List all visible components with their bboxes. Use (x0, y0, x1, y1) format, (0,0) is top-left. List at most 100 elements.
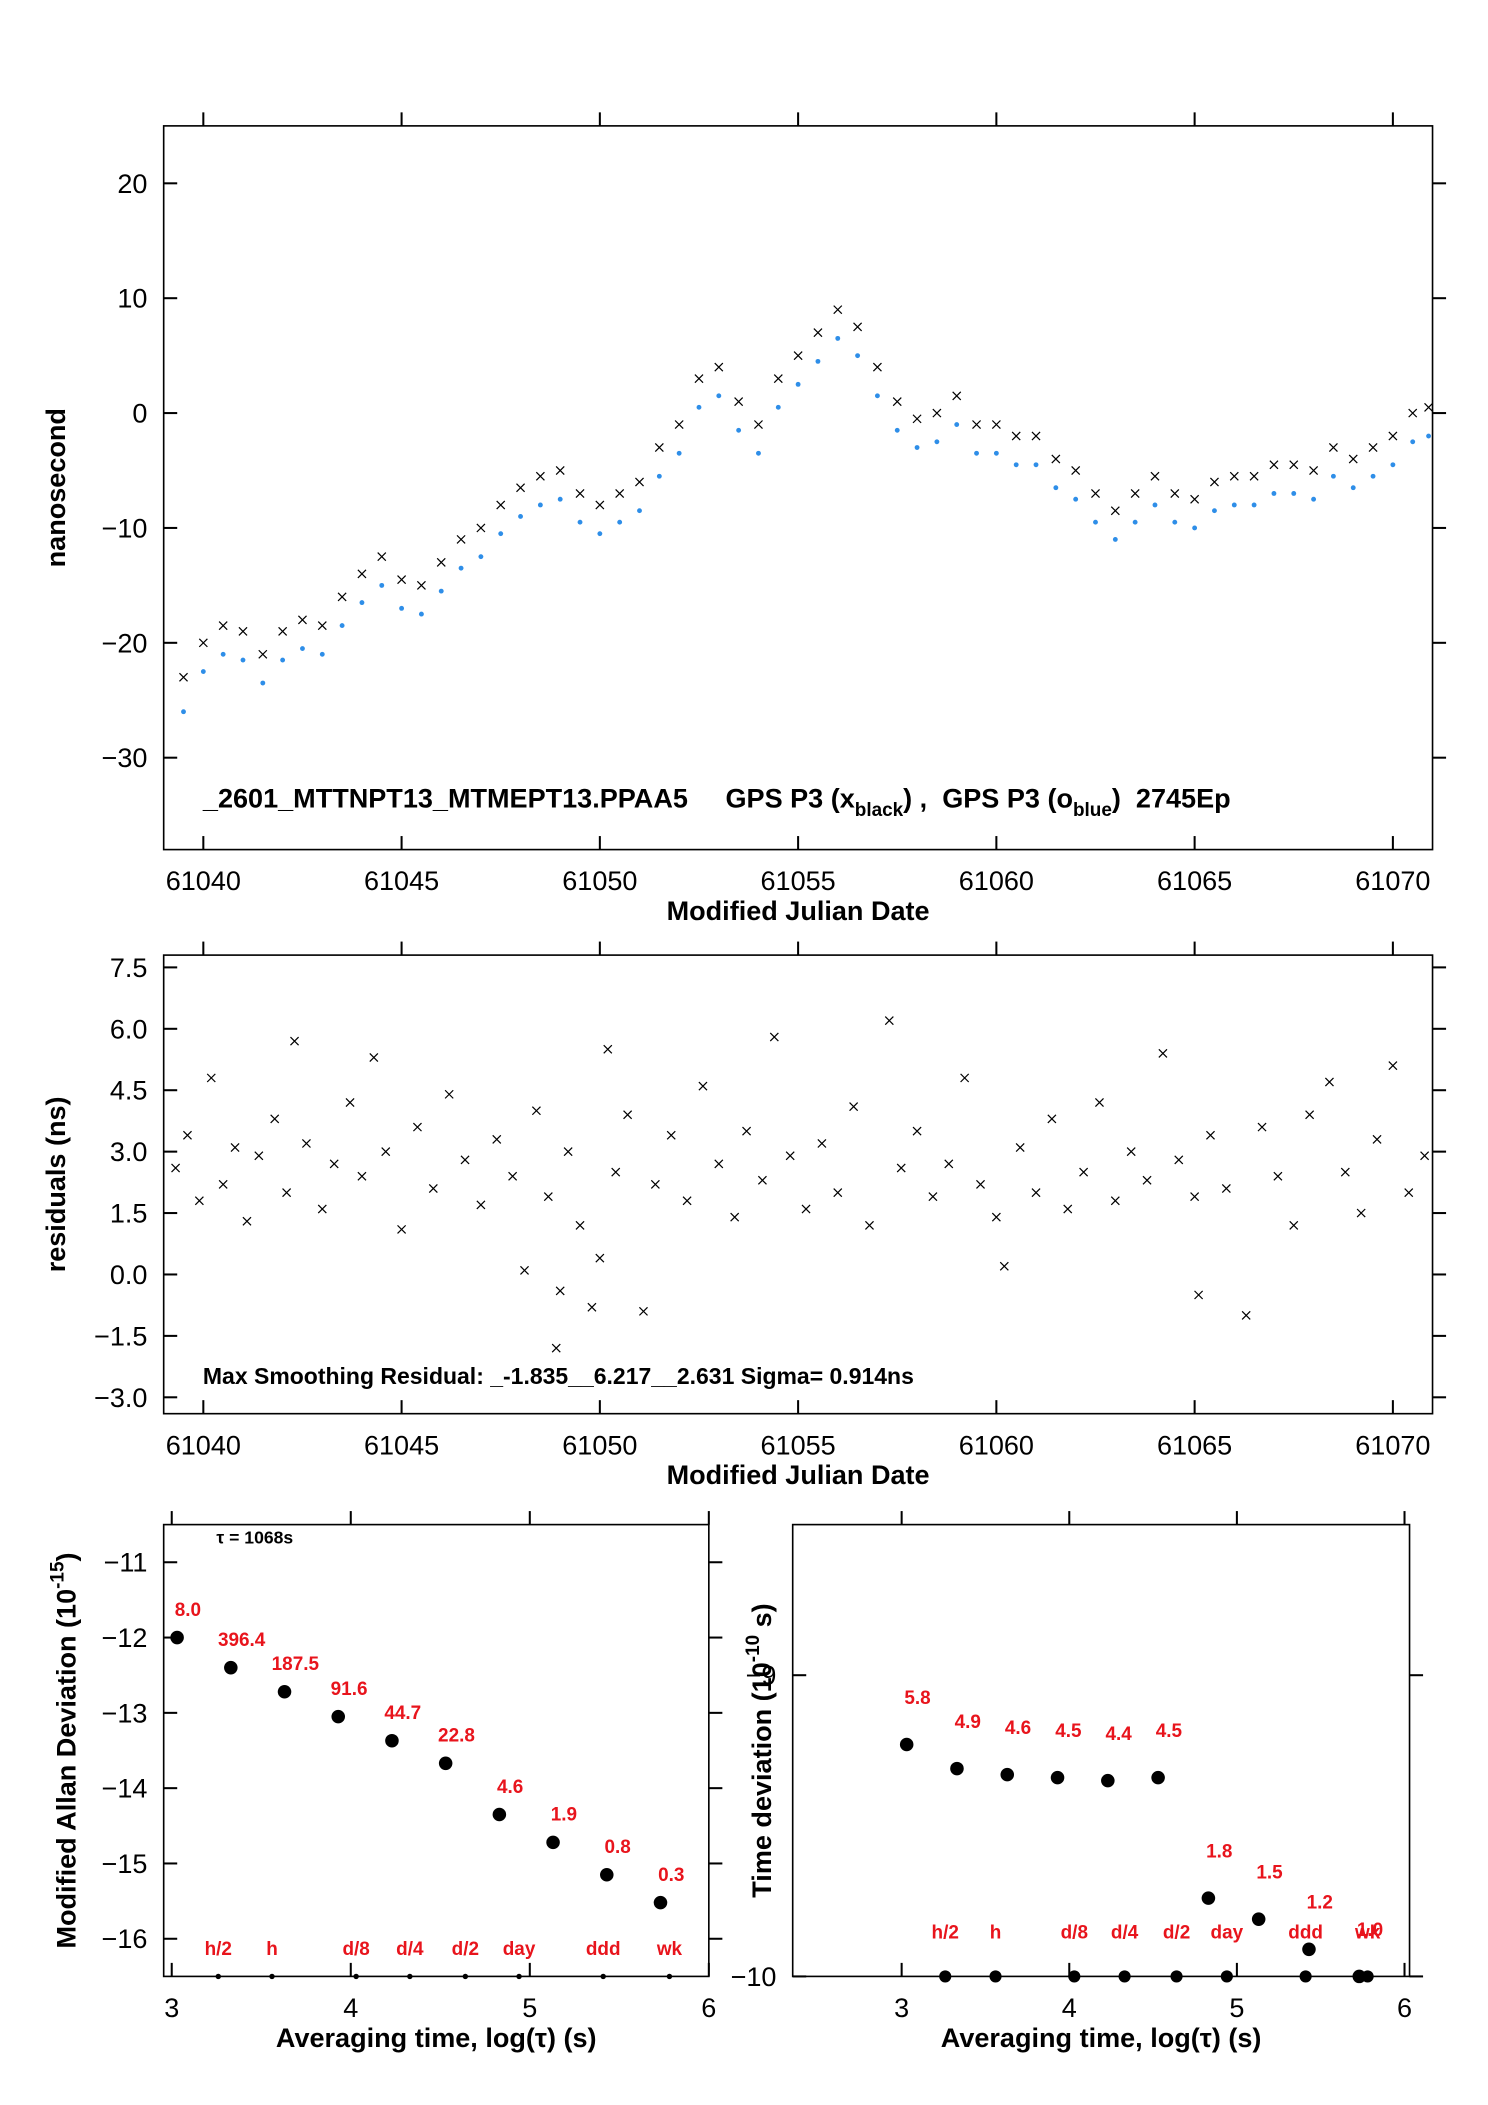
x-marker (817, 1138, 827, 1148)
x-marker (1305, 1110, 1315, 1120)
x-marker (179, 672, 188, 682)
rich-text: _2601_MTTNPT13_MTMEPT13.PPAA5 GPS P3 (xb… (202, 784, 1231, 821)
data-point (1251, 1912, 1266, 1926)
x-marker (1063, 1204, 1073, 1214)
x-marker (551, 1343, 561, 1353)
x-marker (1094, 1098, 1104, 1107)
x-tick-label: 61060 (959, 866, 1034, 896)
data-point (950, 1761, 964, 1776)
dot-marker (319, 651, 325, 657)
data-point (170, 1630, 184, 1645)
plot-frame (791, 1523, 1411, 1978)
y-tick-label: −13 (102, 1698, 148, 1728)
dot-marker (1033, 462, 1039, 468)
x-marker (757, 1175, 767, 1185)
x-marker (976, 1179, 985, 1189)
dot-marker (399, 605, 405, 611)
data-point (438, 1756, 453, 1771)
reference-label: h (266, 1939, 278, 1960)
x-marker (1158, 1048, 1168, 1058)
x-tick-label: 6 (1397, 1993, 1412, 2023)
text-part: s) (747, 1603, 777, 1635)
point-label: 4.6 (1005, 1718, 1031, 1739)
x-marker (182, 1130, 192, 1140)
y-axis-label: nanosecond (41, 408, 71, 567)
x-marker (397, 575, 407, 585)
reference-marker (1068, 1970, 1081, 1983)
x-marker (535, 471, 545, 481)
point-label: 8.0 (175, 1600, 201, 1621)
x-marker (682, 1196, 692, 1206)
x-tick-label: 3 (164, 1993, 179, 2023)
dot-marker (1073, 496, 1079, 502)
rich-text: Modified Allan Deviation (10-15) (48, 1552, 82, 1948)
x-marker (520, 1265, 530, 1275)
x-marker (1047, 1114, 1057, 1124)
y-tick-label: −11 (104, 1548, 148, 1578)
dot-marker (1172, 519, 1178, 525)
x-marker (650, 1179, 660, 1189)
x-marker (1209, 477, 1219, 487)
reference-marker (1118, 1970, 1131, 1983)
x-marker (872, 362, 882, 372)
x-marker (516, 483, 526, 493)
dot-marker (756, 450, 761, 456)
dot-marker (795, 381, 801, 387)
x-axis-label: Modified Julian Date (667, 1460, 930, 1490)
dot-marker (1231, 502, 1237, 508)
point-label: 0.8 (604, 1837, 630, 1858)
data-point (1151, 1770, 1165, 1785)
y-tick-label: −15 (102, 1849, 148, 1879)
data-point (1000, 1767, 1015, 1782)
x-marker (769, 1032, 779, 1042)
x-axis-label: Averaging time, log(τ) (s) (276, 2023, 597, 2053)
text-sup: -15 (48, 1561, 69, 1588)
x-marker (377, 552, 387, 562)
dot-marker (1212, 508, 1217, 514)
reference-marker (516, 1973, 522, 1980)
x-tick-label: 61055 (760, 1430, 835, 1460)
plot-frame (162, 1523, 710, 1978)
x-marker (508, 1171, 518, 1181)
x-marker (1372, 1134, 1382, 1144)
x-marker (1126, 1147, 1136, 1157)
dot-marker (379, 582, 385, 588)
dot-marker (1192, 525, 1198, 531)
x-marker (1328, 443, 1338, 453)
x-marker (1404, 1188, 1414, 1198)
text-part: Modified Allan Deviation (10 (52, 1589, 82, 1949)
dot-marker (874, 393, 880, 399)
x-marker (853, 322, 863, 332)
x-marker (329, 1159, 339, 1169)
x-marker (1130, 488, 1140, 498)
reference-label: day (1211, 1923, 1244, 1944)
x-marker (1388, 1061, 1398, 1071)
dot-marker (1350, 485, 1356, 491)
x-marker (476, 1200, 486, 1210)
x-tick-label: 4 (343, 1993, 358, 2023)
text-sub: black (855, 800, 904, 821)
dot-marker (359, 600, 365, 606)
y-tick-label: 10 (117, 284, 147, 314)
x-tick-label: 5 (522, 1993, 537, 2023)
x-marker (694, 374, 704, 384)
reference-label: h (990, 1923, 1002, 1944)
x-marker (1348, 454, 1358, 464)
x-marker (436, 557, 446, 567)
x-marker (1071, 466, 1081, 475)
x-tick-label: 61070 (1355, 1430, 1430, 1460)
point-label: 5.8 (904, 1688, 930, 1709)
x-marker (416, 580, 426, 590)
reference-label: d/4 (1111, 1923, 1139, 1944)
x-marker (623, 1110, 633, 1120)
rich-text: Time deviation (10-10 s) (743, 1603, 777, 1897)
dot-marker (716, 393, 722, 399)
x-marker (1194, 1290, 1204, 1300)
dot-marker (339, 623, 345, 629)
x-marker (1229, 471, 1239, 481)
dot-marker (1311, 496, 1317, 502)
y-tick-label: −14 (102, 1774, 148, 1804)
x-tick-label: 61065 (1157, 866, 1232, 896)
x-marker (1110, 506, 1120, 516)
